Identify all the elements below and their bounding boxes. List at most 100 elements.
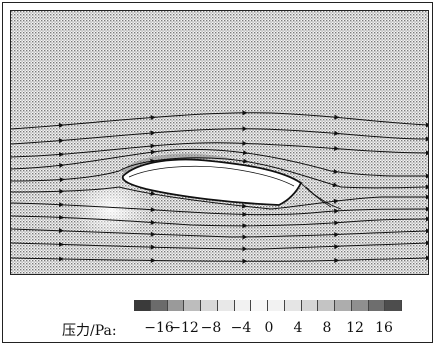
- streamline: [11, 186, 428, 210]
- colorbar-tick-label: 8: [322, 320, 332, 336]
- colorbar-cell: [134, 300, 151, 311]
- colorbar-tick-label: −8: [200, 320, 222, 336]
- streamline: [11, 148, 428, 177]
- streamline: [11, 202, 428, 216]
- streamline-arrow: [426, 122, 428, 128]
- pressure-colorbar: [134, 300, 402, 311]
- streamline-arrow: [241, 203, 248, 209]
- streamline-arrow: [426, 206, 428, 212]
- colorbar-cell: [385, 300, 402, 311]
- streamline-arrow: [242, 211, 248, 217]
- streamline-arrow: [332, 182, 339, 188]
- streamline-arrow: [334, 130, 340, 136]
- streamline-arrow: [334, 258, 340, 264]
- streamline-arrow: [242, 223, 248, 229]
- streamline-arrow: [426, 184, 428, 190]
- colorbar-tick-label: 0: [264, 320, 274, 336]
- streamline-arrow: [59, 163, 65, 169]
- streamline-arrow: [58, 241, 64, 247]
- streamline-arrow: [426, 216, 428, 222]
- streamline-arrow: [242, 150, 249, 156]
- colorbar-cell: [268, 300, 285, 311]
- streamline-arrow: [242, 158, 249, 164]
- colorbar-cell: [335, 300, 352, 311]
- colorbar-title: 压力/Pa:: [62, 323, 117, 339]
- streamline-arrow: [333, 198, 339, 204]
- streamline-arrow: [334, 114, 340, 120]
- streamline-arrow: [334, 232, 340, 238]
- streamline: [11, 128, 428, 145]
- streamline-arrow: [58, 214, 65, 220]
- colorbar-cell: [201, 300, 218, 311]
- streamline: [11, 257, 428, 262]
- colorbar-cell: [351, 300, 369, 311]
- streamline-arrow: [333, 168, 339, 174]
- streamline-arrow: [426, 228, 428, 234]
- pressure-field-plot: [10, 10, 429, 275]
- streamline-arrow: [334, 244, 340, 250]
- streamline-arrow: [242, 258, 248, 264]
- streamline-arrow: [58, 138, 64, 144]
- streamline-arrow: [426, 255, 428, 261]
- colorbar-cell: [251, 300, 268, 311]
- colorbar-tick-label: −12: [169, 320, 199, 336]
- streamline-arrow: [426, 240, 428, 246]
- streamline-arrow: [150, 149, 156, 155]
- colorbar-cell: [301, 300, 319, 311]
- colorbar-cell: [318, 300, 335, 311]
- streamline-arrow: [242, 126, 248, 132]
- streamline-arrow: [150, 190, 156, 196]
- streamlines: [11, 112, 428, 262]
- colorbar-cell: [368, 300, 386, 311]
- streamline-arrow: [150, 143, 156, 149]
- colorbar-tick-label: −16: [144, 320, 174, 336]
- streamline-arrow: [426, 173, 428, 179]
- streamline-arrow: [334, 220, 340, 226]
- colorbar-tick-label: 12: [346, 320, 364, 336]
- colorbar-tick-label: 4: [293, 320, 303, 336]
- stagnation-region: [73, 179, 149, 239]
- streamline-arrow: [150, 130, 156, 136]
- streamline-arrow: [150, 207, 156, 213]
- streamline-arrow: [59, 177, 65, 183]
- streamline-arrow: [150, 231, 156, 237]
- streamline-arrow: [58, 151, 65, 157]
- streamline-arrow: [242, 140, 248, 146]
- streamline-arrow: [59, 188, 65, 194]
- streamline-arrow: [242, 234, 248, 240]
- streamline: [11, 242, 428, 250]
- colorbar-tick-label: −4: [230, 320, 252, 336]
- colorbar-cell: [184, 300, 201, 311]
- streamline-arrow: [150, 115, 156, 121]
- body-outline: [121, 158, 303, 206]
- suction-band: [121, 153, 241, 176]
- streamline-arrow: [150, 244, 156, 250]
- streamline-arrow: [426, 150, 428, 156]
- streamline-arrow: [426, 194, 428, 200]
- streamline-arrow: [150, 257, 156, 263]
- streamline: [11, 228, 428, 238]
- wake-outline: [300, 182, 342, 210]
- colorbar-cell: [284, 300, 302, 311]
- streamline-arrows: [58, 110, 428, 264]
- streamline: [11, 142, 428, 158]
- pressure-field-svg: [11, 11, 428, 274]
- streamline-arrow: [242, 246, 248, 252]
- body-outline-inner: [128, 165, 295, 187]
- colorbar-cell: [167, 300, 185, 311]
- colorbar-cell: [150, 300, 168, 311]
- figure-frame: 压力/Pa: −16 −12 −8 −4 0 4 8 12 16: [2, 2, 433, 343]
- colorbar-cell: [217, 300, 235, 311]
- streamline-arrow: [242, 110, 248, 116]
- streamline: [11, 112, 428, 130]
- streamline: [11, 157, 428, 189]
- streamline-arrow: [58, 228, 64, 234]
- streamline-arrow: [58, 122, 64, 128]
- streamline-arrow: [334, 208, 340, 214]
- colorbar-tick-label: 16: [375, 320, 393, 336]
- streamline-arrow: [58, 202, 65, 208]
- streamline-arrow: [58, 256, 64, 262]
- streamline-arrow: [150, 219, 156, 225]
- streamline-arrow: [334, 145, 340, 151]
- streamline-arrow: [426, 136, 428, 142]
